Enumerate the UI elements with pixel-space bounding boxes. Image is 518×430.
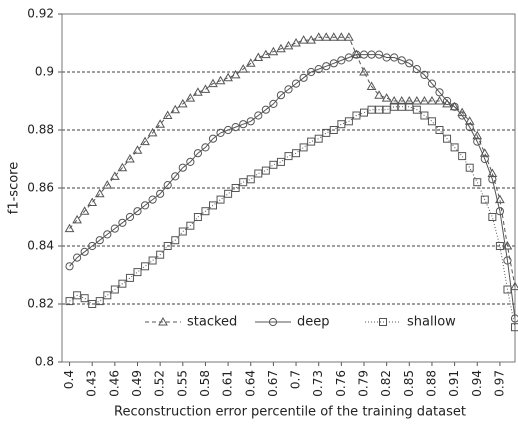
marker (300, 144, 307, 151)
marker (277, 158, 284, 165)
x-tick-label: 0.91 (447, 370, 461, 397)
x-tick-label: 0.58 (198, 370, 212, 397)
x-tick-label: 0.73 (311, 370, 325, 397)
marker (383, 94, 391, 101)
marker (428, 118, 435, 125)
marker (255, 170, 262, 177)
x-tick-label: 0.61 (221, 370, 235, 397)
marker (96, 298, 103, 305)
x-tick-label: 0.88 (424, 370, 438, 397)
y-tick-label: 0.8 (35, 355, 54, 369)
marker (270, 161, 277, 168)
series-line (70, 37, 515, 286)
y-tick-label: 0.9 (35, 65, 54, 79)
marker (383, 106, 390, 113)
marker (292, 39, 300, 46)
x-tick-label: 0.76 (334, 370, 348, 397)
marker (247, 176, 254, 183)
x-tick-label: 0.64 (243, 370, 257, 397)
marker (360, 68, 368, 75)
marker (217, 196, 224, 203)
x-tick-label: 0.97 (492, 370, 506, 397)
x-tick-label: 0.49 (130, 370, 144, 397)
series-line (70, 107, 515, 327)
y-tick-label: 0.88 (27, 123, 54, 137)
y-tick-label: 0.84 (27, 239, 54, 253)
legend: stacked deep shallow (145, 312, 475, 332)
marker (315, 135, 322, 142)
marker (368, 106, 375, 113)
marker (225, 190, 232, 197)
x-tick-label: 0.4 (62, 370, 76, 389)
x-tick-label: 0.46 (107, 370, 121, 397)
x-tick-label: 0.79 (357, 370, 371, 397)
x-tick-label: 0.94 (470, 370, 484, 397)
marker (323, 129, 330, 136)
marker (489, 214, 496, 221)
marker (293, 150, 300, 157)
x-tick-label: 0.43 (85, 370, 99, 397)
x-tick-label: 0.67 (266, 370, 280, 397)
marker (262, 167, 269, 174)
x-tick-label: 0.85 (402, 370, 416, 397)
legend-label: deep (297, 315, 330, 330)
marker (134, 269, 141, 276)
x-tick-label: 0.7 (289, 370, 303, 389)
legend-label: stacked (187, 315, 237, 330)
x-tick-label: 0.82 (379, 370, 393, 397)
marker (285, 153, 292, 160)
x-axis-label: Reconstruction error percentile of the t… (114, 405, 466, 420)
marker (224, 74, 232, 81)
y-tick-label: 0.82 (27, 297, 54, 311)
marker (361, 109, 368, 116)
marker (459, 153, 466, 160)
marker (474, 179, 481, 186)
x-tick-label: 0.55 (175, 370, 189, 397)
y-tick-label: 0.86 (27, 181, 54, 195)
y-tick-label: 0.92 (27, 7, 54, 21)
marker (142, 263, 149, 270)
series-line (70, 55, 515, 319)
marker (308, 138, 315, 145)
marker (466, 164, 473, 171)
legend-label: shallow (407, 315, 456, 330)
x-tick-label: 0.52 (153, 370, 167, 397)
y-axis-label: f1-score (7, 162, 22, 214)
